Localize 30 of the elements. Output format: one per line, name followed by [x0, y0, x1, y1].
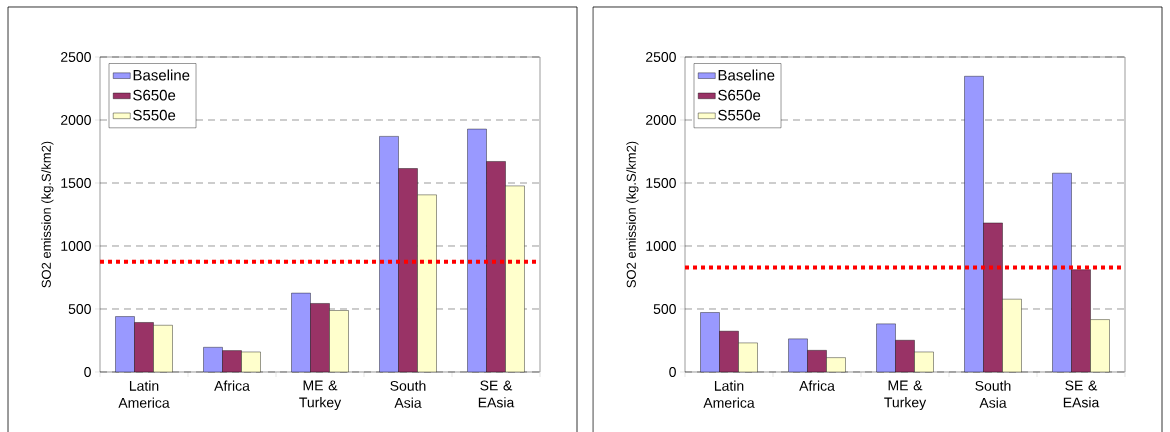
y-tick-label: 2000 [61, 115, 91, 125]
y-tick-label: 2000 [646, 115, 676, 125]
x-tick-label: Africa [214, 380, 250, 391]
legend-label: Baseline [133, 69, 190, 81]
legend-label: S650e [718, 89, 761, 101]
y-tick-label: 1000 [61, 241, 91, 251]
y-tick-label: 2500 [646, 52, 676, 62]
y-tick-label: 500 [653, 304, 676, 314]
legend-label: S650e [133, 89, 176, 101]
y-tick-label: 0 [669, 367, 676, 377]
x-tick-label: SE & EAsia [478, 380, 515, 408]
x-tick-label: Latin America [118, 380, 170, 408]
legend-label: Baseline [718, 69, 775, 81]
y-tick-label: 2500 [61, 52, 91, 62]
legend-label: S550e [718, 109, 761, 121]
x-tick-label: ME & Turkey [884, 380, 927, 411]
y-tick-label: 1000 [646, 241, 676, 251]
y-tick-label: 1500 [646, 178, 676, 188]
y-tick-label: 500 [68, 304, 91, 314]
y-tick-label: 1500 [61, 178, 91, 188]
x-tick-label: ME & Turkey [299, 380, 342, 411]
x-tick-label: Africa [799, 380, 835, 391]
y-axis-title: SO2 emission (kg.S/km2) [626, 141, 639, 288]
x-tick-label: South Asia [975, 380, 1011, 408]
legend-label: S550e [133, 109, 176, 121]
y-tick-label: 0 [84, 367, 91, 377]
x-tick-label: South Asia [390, 380, 426, 408]
y-axis-title: SO2 emission (kg.S/km2) [41, 141, 54, 288]
x-tick-label: Latin America [703, 380, 755, 408]
x-tick-label: SE & EAsia [1063, 380, 1100, 408]
